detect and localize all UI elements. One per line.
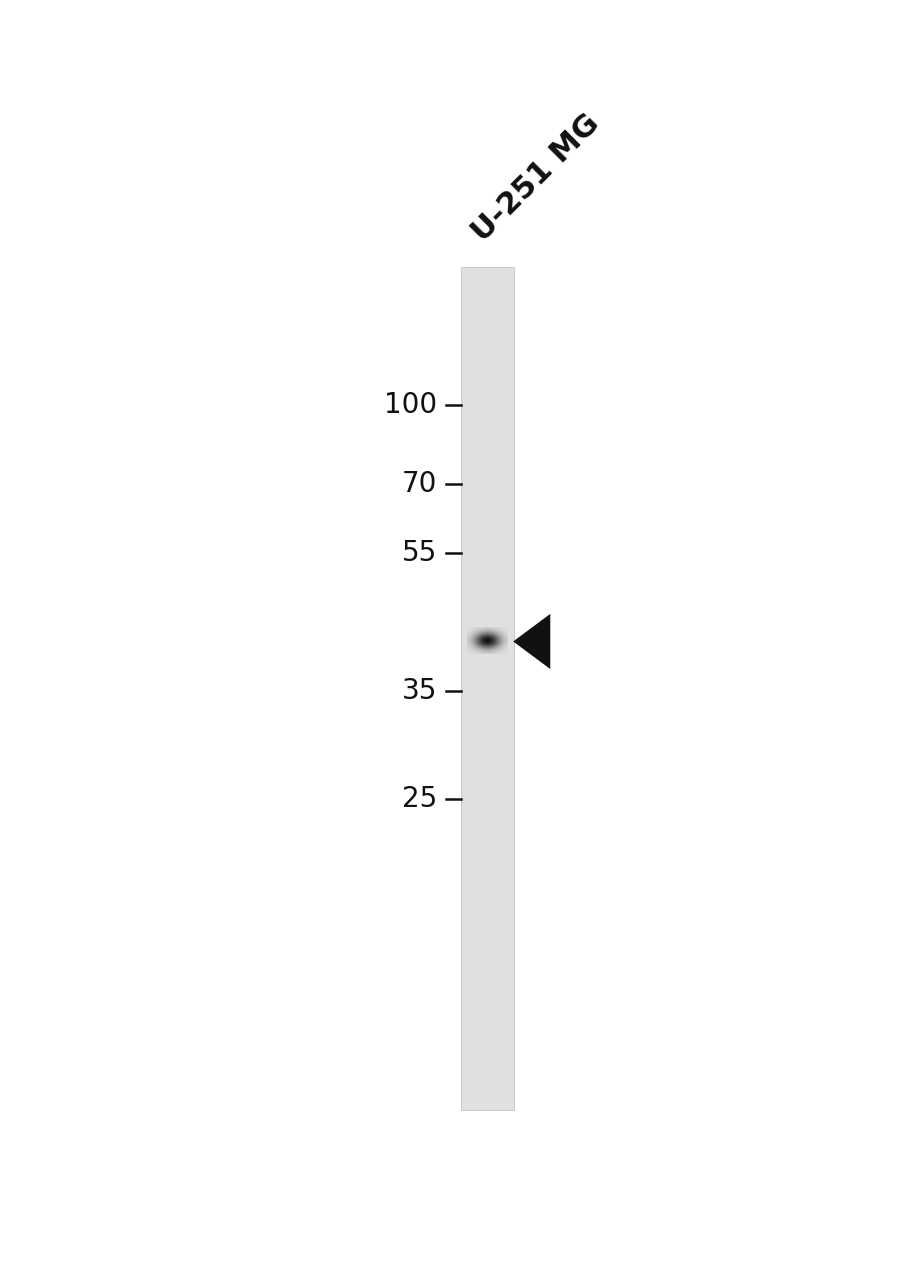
Text: 100: 100	[383, 390, 437, 419]
Bar	[461, 268, 513, 1110]
Text: 25: 25	[401, 785, 437, 813]
Text: 35: 35	[401, 677, 437, 705]
Polygon shape	[512, 614, 549, 669]
Text: U-251 MG: U-251 MG	[466, 109, 604, 247]
Text: 70: 70	[401, 470, 437, 498]
Text: 55: 55	[401, 539, 437, 567]
